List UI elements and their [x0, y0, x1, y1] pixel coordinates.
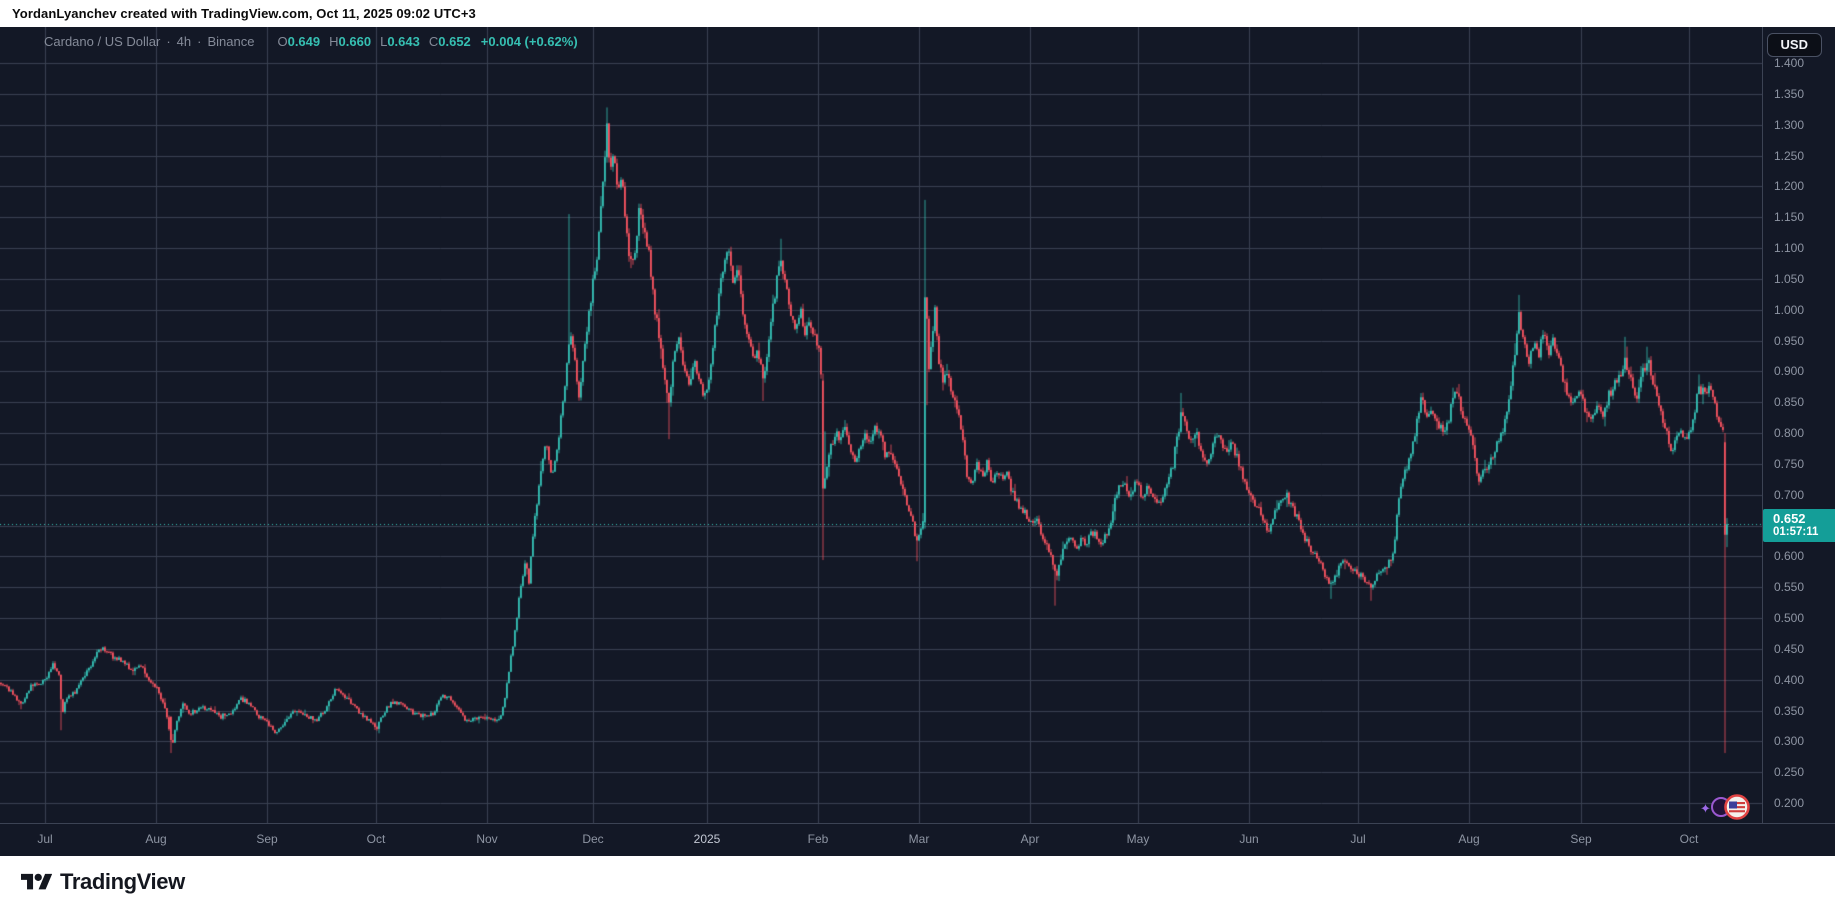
close-label: C — [428, 34, 439, 49]
price-axis-label: 1.300 — [1774, 117, 1805, 132]
time-axis-label: May — [1126, 832, 1150, 846]
price-axis-label: 0.350 — [1774, 703, 1805, 718]
tradingview-logo[interactable]: TradingView — [21, 869, 185, 895]
price-axis-label: 1.400 — [1774, 56, 1805, 70]
time-axis-label: Sep — [256, 832, 278, 846]
chart-area: Cardano / US Dollar · 4h · Binance O0.649 H0.6… — [0, 27, 1835, 856]
time-axis-label: Nov — [476, 832, 498, 846]
sparkle-icon: ✦ — [1700, 801, 1711, 816]
open-value: 0.649 — [287, 34, 321, 49]
price-axis-label: 0.550 — [1774, 580, 1805, 595]
tradingview-logo-icon — [21, 873, 52, 889]
tradingview-logo-text: TradingView — [60, 869, 185, 894]
price-axis-label: 0.200 — [1774, 796, 1805, 810]
legend-separator-2: · — [197, 34, 202, 49]
price-axis[interactable]: 1.400 1.350 1.300 1.250 1.200 1.150 1.100 1.050… — [1762, 27, 1835, 823]
footer-bar: TradingView — [0, 855, 1835, 909]
time-axis-label: Sep — [1570, 832, 1592, 846]
attribution-bar: YordanLyanchev created with TradingView.… — [0, 0, 1835, 27]
price-axis-label: 1.350 — [1774, 86, 1805, 101]
price-axis-label: 0.850 — [1774, 395, 1805, 410]
price-axis-label: 0.450 — [1774, 641, 1805, 656]
close-value: 0.652 — [438, 34, 471, 49]
price-axis-label: 0.300 — [1774, 734, 1805, 749]
price-axis-label: 0.250 — [1774, 765, 1805, 780]
price-axis-label: 1.100 — [1774, 241, 1805, 255]
event-markers[interactable]: ✦ — [1700, 793, 1760, 823]
price-axis-label: 0.700 — [1774, 487, 1805, 502]
price-axis-label: 0.750 — [1774, 456, 1805, 471]
price-axis-label: 1.000 — [1774, 302, 1805, 317]
high-label: H — [329, 34, 339, 49]
candlestick-canvas[interactable] — [0, 27, 1762, 823]
chart-legend[interactable]: Cardano / US Dollar · 4h · Binance O0.649 H0.6… — [44, 34, 578, 49]
price-axis-label: 0.800 — [1774, 426, 1805, 440]
bar-countdown-timer: 01:57:11 — [1773, 526, 1819, 539]
time-axis-label: 2025 — [693, 832, 721, 846]
us-flag-icon — [1724, 794, 1750, 820]
current-price-value: 0.652 — [1773, 511, 1806, 527]
time-axis-label: Mar — [908, 832, 930, 846]
legend-separator: · — [166, 34, 171, 49]
symbol-title: Cardano / US Dollar — [44, 34, 161, 49]
time-axis-label: Dec — [582, 832, 604, 846]
time-axis-label: Oct — [1679, 832, 1699, 846]
interval-label: 4h — [176, 34, 192, 49]
price-axis-label: 1.150 — [1774, 210, 1805, 225]
price-axis-label: 1.200 — [1774, 179, 1805, 194]
price-axis-label: 1.250 — [1774, 148, 1805, 163]
time-axis-label: Feb — [807, 832, 829, 846]
time-axis-label: Oct — [366, 832, 386, 846]
low-label: L — [380, 34, 388, 49]
time-axis-label: Jul — [1350, 832, 1366, 846]
time-axis-label: Apr — [1020, 832, 1040, 846]
price-axis-label: 1.050 — [1774, 271, 1805, 286]
price-axis-label: 0.950 — [1774, 333, 1805, 348]
attribution-text: YordanLyanchev created with TradingView.… — [12, 6, 476, 21]
time-axis-label: Aug — [145, 832, 167, 846]
currency-toggle-button[interactable]: USD — [1766, 33, 1822, 57]
price-axis-label: 0.600 — [1774, 549, 1805, 564]
price-axis-label: 0.400 — [1774, 672, 1805, 687]
ohlc-values: O0.649 H0.660 L0.643 C0.652 +0.004 (+0.62%) — [268, 34, 577, 49]
high-value: 0.660 — [338, 34, 372, 49]
open-label: O — [277, 34, 288, 49]
low-value: 0.643 — [387, 34, 420, 49]
time-axis[interactable]: Jul Aug Sep Oct Nov Dec 2025 Feb Mar Apr May Jun Jul… — [0, 823, 1835, 856]
price-axis-label: 0.900 — [1774, 364, 1805, 379]
price-change: +0.004 (+0.62%) — [480, 34, 578, 49]
price-axis-label: 0.500 — [1774, 611, 1805, 625]
time-axis-label: Jun — [1239, 832, 1259, 846]
time-axis-label: Aug — [1458, 832, 1480, 846]
current-price-badge: 0.652 01:57:11 — [1763, 509, 1835, 543]
time-axis-label: Jul — [37, 832, 53, 846]
exchange-label: Binance — [207, 34, 255, 49]
